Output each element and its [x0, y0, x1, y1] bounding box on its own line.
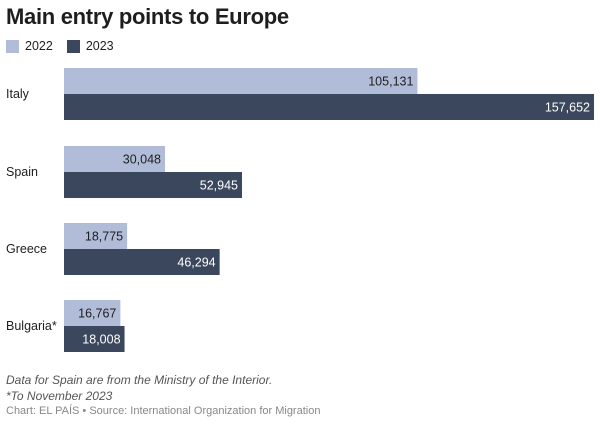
bar-bulgaria-2022	[64, 300, 121, 326]
data-label-italy-2022: 105,131	[368, 75, 413, 89]
chart-credit: Chart: EL PAÍS • Source: International O…	[6, 405, 321, 417]
data-label-greece-2022: 18,775	[85, 230, 123, 244]
bar-spain-2023	[64, 172, 242, 198]
data-label-greece-2023: 46,294	[177, 256, 215, 270]
bar-italy-2022	[64, 68, 418, 94]
footnote-bulgaria: *To November 2023	[6, 389, 113, 403]
category-label-italy: Italy	[6, 87, 30, 101]
data-label-bulgaria-2022: 16,767	[78, 307, 116, 321]
bar-chart: Italy 105,131 157,652 Spain 30,048 52,945 Gree…	[6, 68, 594, 352]
bar-greece-2022	[64, 223, 128, 249]
legend: 2022 2023	[6, 39, 120, 53]
footnotes: Data for Spain are from the Ministry of …	[6, 372, 272, 404]
legend-swatch-2023	[66, 39, 80, 53]
legend-label-2022: 2022	[25, 39, 53, 53]
category-label-spain: Spain	[6, 165, 38, 179]
category-label-greece: Greece	[6, 242, 47, 256]
bar-italy-2023	[64, 94, 594, 120]
data-label-bulgaria-2023: 18,008	[82, 333, 120, 347]
bar-bulgaria-2023	[64, 326, 125, 352]
legend-swatch-2022	[6, 39, 19, 53]
footnote-spain: Data for Spain are from the Ministry of …	[6, 373, 273, 387]
data-label-spain-2023: 52,945	[200, 179, 238, 193]
bar-greece-2023	[64, 249, 220, 275]
bar-spain-2022	[64, 146, 166, 172]
chart-title: Main entry points to Europe	[6, 4, 289, 29]
category-label-bulgaria: Bulgaria*	[6, 319, 57, 333]
legend-item-2023: 2023	[66, 39, 114, 53]
data-label-spain-2022: 30,048	[123, 153, 161, 167]
data-label-italy-2023: 157,652	[545, 101, 590, 115]
legend-item-2022: 2022	[6, 39, 53, 53]
legend-label-2023: 2023	[85, 39, 114, 53]
